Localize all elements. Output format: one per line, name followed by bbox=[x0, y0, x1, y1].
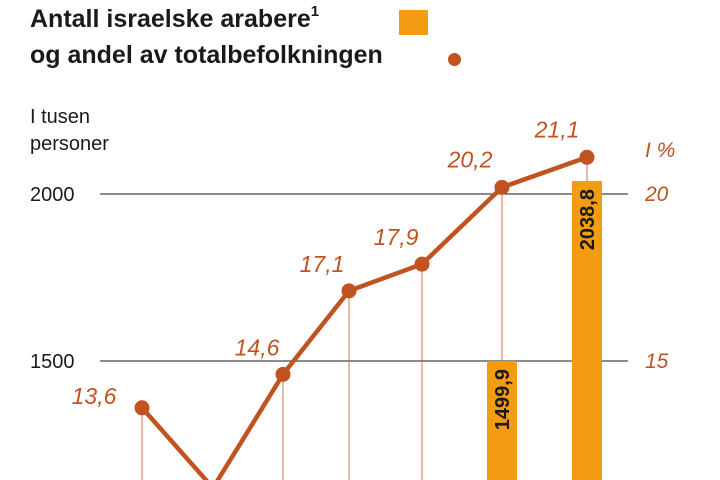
y2-axis-title: I % bbox=[645, 139, 675, 162]
chart-title-text: Antall israelske arabere bbox=[30, 5, 311, 33]
line-point bbox=[134, 400, 150, 416]
bar-value-label: 2038,8 bbox=[577, 189, 599, 250]
y-axis-title-line2: personer bbox=[30, 133, 109, 155]
line-series bbox=[134, 149, 595, 480]
line-point bbox=[341, 283, 357, 299]
chart-title-line2: og andel av totalbefolkningen bbox=[30, 41, 383, 69]
point-value-label: 20,2 bbox=[447, 146, 493, 172]
chart-title-line1: Antall israelske arabere1 bbox=[30, 3, 320, 34]
y-tick-label: 2000 bbox=[30, 184, 75, 206]
legend-bar-swatch bbox=[399, 10, 428, 35]
line-point bbox=[414, 256, 430, 272]
point-value-label: 14,6 bbox=[235, 334, 280, 360]
bar-value-label: 1499,9 bbox=[492, 369, 514, 430]
line-path bbox=[140, 155, 588, 480]
footnote-marker: 1 bbox=[310, 3, 320, 20]
legend-dot-swatch bbox=[448, 53, 461, 66]
point-value-label: 17,1 bbox=[300, 251, 345, 277]
y-tick-label: 1500 bbox=[30, 351, 75, 373]
bar bbox=[487, 361, 517, 480]
point-value-label: 13,6 bbox=[72, 383, 117, 409]
point-value-label: 21,1 bbox=[534, 116, 580, 142]
labels: 2000 1500 20 15 I tusen personer I % 1499,9 2038… bbox=[30, 106, 675, 430]
drop-lines bbox=[141, 157, 588, 480]
gridlines bbox=[100, 193, 628, 362]
line-point bbox=[494, 179, 510, 195]
y2-tick-label: 15 bbox=[645, 350, 669, 373]
y2-tick-label: 20 bbox=[644, 183, 669, 206]
line-point bbox=[579, 149, 595, 165]
bar bbox=[572, 181, 602, 480]
bars bbox=[487, 181, 602, 480]
y-axis-title-line1: I tusen bbox=[30, 106, 90, 128]
line-point bbox=[275, 366, 291, 382]
point-value-label: 17,9 bbox=[374, 224, 419, 250]
